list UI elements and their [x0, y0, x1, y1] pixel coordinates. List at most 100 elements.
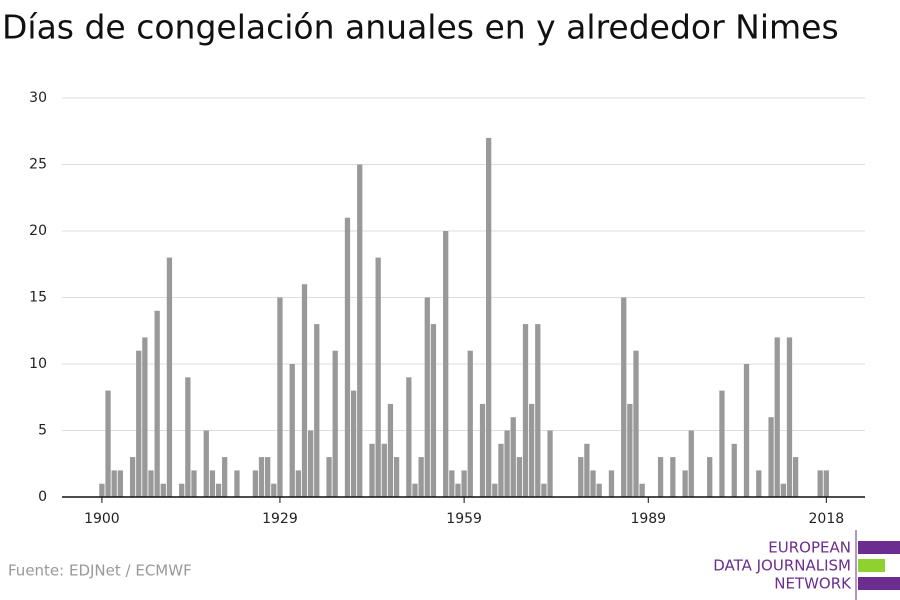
bar — [203, 430, 209, 497]
bar — [406, 377, 412, 497]
bar — [541, 483, 547, 497]
bar — [369, 443, 375, 497]
bar — [817, 470, 823, 497]
bar — [486, 137, 492, 497]
bar — [314, 324, 320, 497]
bar — [707, 457, 713, 497]
y-tick-label: 0 — [38, 489, 47, 505]
bar — [154, 310, 160, 497]
bar — [326, 457, 332, 497]
source: Fuente: EDJNet / ECMWF — [8, 562, 192, 580]
logo-text: EUROPEAN — [768, 539, 851, 557]
logo-text: DATA JOURNALISM — [713, 557, 851, 575]
x-tick-label: 2018 — [809, 511, 845, 527]
bar — [443, 231, 449, 497]
y-tick-label: 20 — [29, 223, 47, 239]
bar — [142, 337, 148, 497]
bar — [768, 417, 774, 497]
y-tick-label: 10 — [29, 356, 47, 372]
bar — [344, 217, 351, 497]
bar — [375, 257, 381, 497]
bar — [252, 470, 259, 497]
bar — [522, 324, 529, 497]
bar — [265, 457, 271, 497]
bar — [277, 297, 283, 497]
y-tick-label: 30 — [29, 90, 47, 106]
logo-bar — [858, 559, 885, 572]
bar — [719, 390, 725, 497]
bar — [621, 297, 627, 497]
bar — [295, 470, 301, 497]
bar — [393, 457, 400, 497]
bar — [179, 483, 185, 497]
bar — [307, 430, 314, 497]
bar — [596, 483, 602, 497]
bar — [756, 470, 762, 497]
bar — [823, 470, 829, 497]
bar — [731, 443, 737, 497]
y-tick-label: 25 — [29, 157, 47, 173]
bar — [467, 350, 473, 497]
bar — [479, 403, 486, 497]
bar — [657, 457, 664, 497]
bar — [166, 257, 173, 497]
bar — [350, 390, 357, 497]
bar — [578, 457, 584, 497]
bar — [455, 483, 461, 497]
bar — [412, 483, 418, 497]
bar — [258, 457, 265, 497]
bar — [209, 470, 216, 497]
bar — [185, 377, 191, 497]
bar — [547, 430, 553, 497]
logo-bar — [858, 541, 900, 554]
bar — [633, 350, 639, 497]
bar — [688, 430, 694, 497]
bar — [136, 350, 142, 497]
x-tick-label: 1959 — [446, 511, 482, 527]
bar — [222, 457, 228, 497]
bar — [301, 284, 308, 497]
x-tick-label: 1929 — [262, 511, 298, 527]
bar — [381, 443, 387, 497]
bar — [289, 364, 295, 497]
bar — [529, 403, 535, 497]
bar — [105, 390, 111, 497]
bar — [117, 470, 123, 497]
bar — [129, 457, 136, 497]
bar — [516, 457, 523, 497]
bar — [670, 457, 676, 497]
bar — [271, 483, 277, 497]
bar — [792, 457, 799, 497]
bar — [774, 337, 780, 497]
bar — [510, 417, 516, 497]
bar — [424, 297, 430, 497]
bar — [498, 443, 504, 497]
bar — [492, 483, 498, 497]
bar — [639, 483, 645, 497]
bar — [780, 483, 786, 497]
bar — [191, 470, 197, 497]
bar — [418, 457, 424, 497]
bar — [148, 470, 154, 497]
bar — [234, 470, 240, 497]
bar — [357, 164, 363, 497]
x-tick-label: 1900 — [84, 511, 120, 527]
bar — [430, 324, 437, 497]
logo: EUROPEAN DATA JOURNALISM NETWORK — [713, 530, 900, 600]
bar — [99, 483, 105, 497]
y-tick-label: 5 — [38, 423, 47, 439]
bar — [682, 470, 688, 497]
bar — [160, 483, 166, 497]
bar — [332, 350, 338, 497]
bar — [584, 443, 590, 497]
bar — [608, 470, 615, 497]
bar — [743, 364, 750, 497]
bar — [387, 403, 394, 497]
bar — [786, 337, 793, 497]
bar — [449, 470, 455, 497]
bar — [590, 470, 596, 497]
x-tick-label: 1989 — [630, 511, 666, 527]
logo-bar — [858, 577, 900, 590]
bar — [111, 470, 117, 497]
